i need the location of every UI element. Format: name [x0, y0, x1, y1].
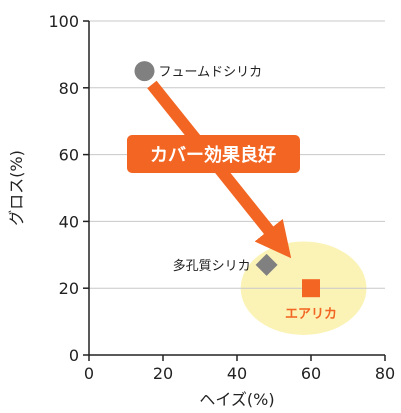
callout-background [127, 135, 300, 173]
x-axis-label: ヘイズ(%) [199, 390, 274, 409]
tick-labels: 0 20 40 60 80 100 0 20 40 60 80 [48, 12, 395, 383]
x-tick-label: 40 [227, 364, 247, 383]
y-tick-label: 0 [69, 346, 79, 365]
callout-box: カバー効果良好 [127, 135, 300, 173]
point-fumed-silica [134, 61, 155, 82]
point-porous-silica [255, 253, 278, 276]
y-axis-label: グロス(%) [7, 150, 26, 226]
x-tick-label: 80 [375, 364, 395, 383]
y-tick-label: 100 [48, 12, 79, 31]
point-label-fumed-silica: フュームドシリカ [159, 65, 263, 80]
x-tick-label: 60 [301, 364, 321, 383]
x-tick-label: 0 [84, 364, 94, 383]
y-tick-label: 20 [59, 279, 79, 298]
point-aerica [302, 279, 320, 298]
point-label-aerica: エアリカ [285, 307, 337, 322]
y-tick-label: 60 [59, 146, 79, 165]
callout-text: カバー効果良好 [150, 144, 276, 166]
y-tick-label: 80 [59, 79, 79, 98]
y-tick-label: 40 [59, 212, 79, 231]
point-label-porous-silica: 多孔質シリカ [173, 258, 251, 274]
axes [83, 20, 386, 361]
x-tick-label: 20 [153, 364, 173, 383]
data-points [134, 61, 320, 298]
